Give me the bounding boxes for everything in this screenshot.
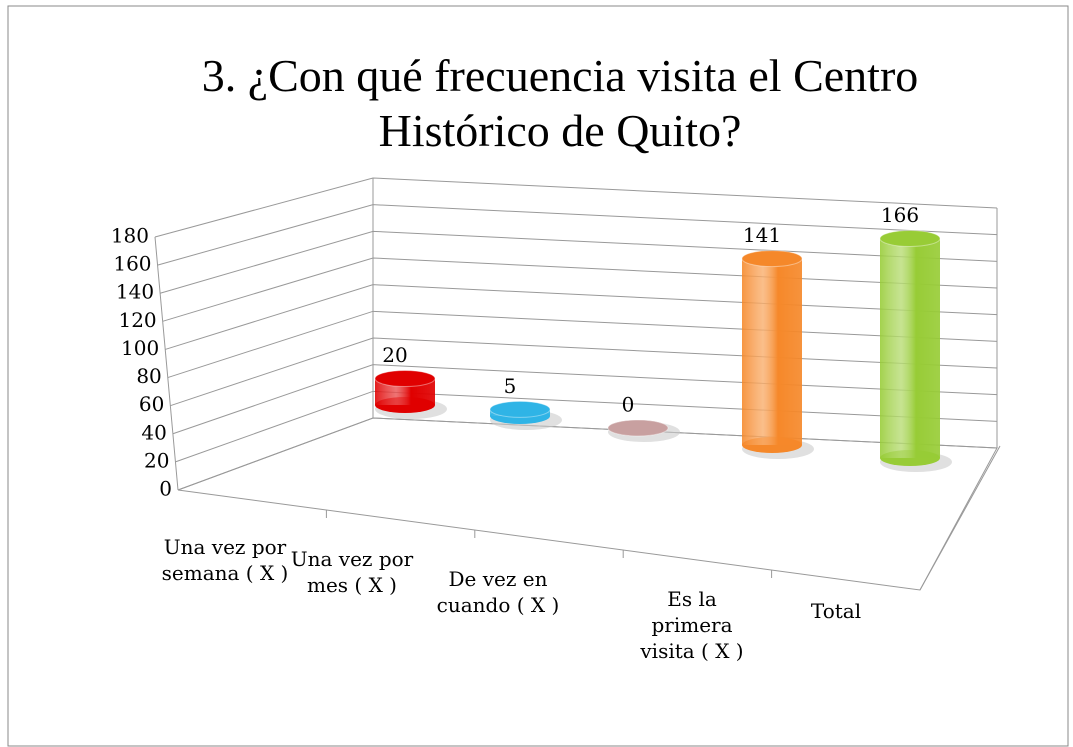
bar-top xyxy=(741,250,803,268)
grid-line xyxy=(154,177,998,238)
bar-body xyxy=(880,238,940,458)
x-tick-label: Una vez por mes ( X ) xyxy=(291,547,414,597)
y-tick-label: 0 xyxy=(159,477,172,501)
y-tick-label: 120 xyxy=(118,308,156,332)
grid-line xyxy=(159,230,998,294)
x-tick-label: Una vez por semana ( X ) xyxy=(162,535,289,585)
y-axis xyxy=(154,236,179,491)
grid-line xyxy=(157,204,998,266)
y-tick-label: 100 xyxy=(121,336,159,360)
value-label: 141 xyxy=(743,223,781,247)
x-tick-label: Total xyxy=(811,599,861,623)
value-label: 0 xyxy=(622,393,635,417)
y-tick-label: 20 xyxy=(144,448,169,472)
x-tick-label: Es la primera visita ( X ) xyxy=(639,587,743,663)
value-label: 5 xyxy=(504,374,517,398)
y-tick-label: 180 xyxy=(111,224,149,248)
y-tick-label: 160 xyxy=(113,252,151,276)
x-tick-label: De vez en cuando ( X ) xyxy=(437,567,560,617)
y-tick-label: 60 xyxy=(139,392,164,416)
bar-body xyxy=(742,258,802,445)
y-tick-label: 140 xyxy=(116,280,154,304)
bar-top xyxy=(607,419,669,437)
side-edge xyxy=(919,445,1001,591)
value-label: 20 xyxy=(382,343,407,367)
bar-top xyxy=(374,370,436,388)
y-tick-label: 40 xyxy=(141,420,166,444)
bar-top xyxy=(489,400,551,418)
y-tick-label: 80 xyxy=(136,364,161,388)
bar-top xyxy=(879,230,941,248)
value-label: 166 xyxy=(881,203,919,227)
chart-title: 3. ¿Con qué frecuencia visita el Centro H… xyxy=(202,50,919,156)
